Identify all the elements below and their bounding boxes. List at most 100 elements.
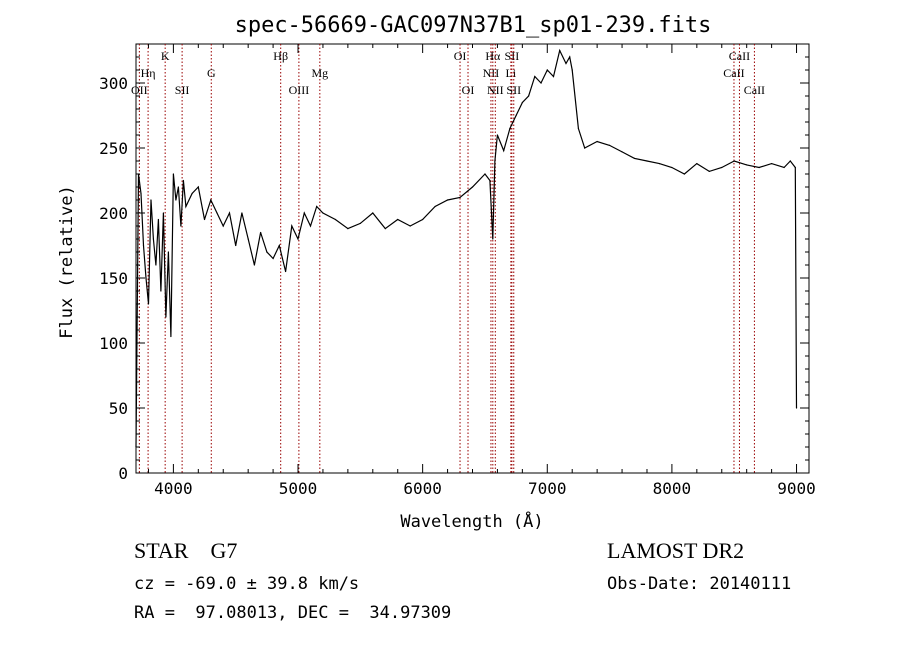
data-point <box>484 173 486 175</box>
data-point <box>492 238 494 240</box>
y-tick-label-200: 200 <box>99 204 128 223</box>
data-point <box>708 170 710 172</box>
line-marker-label-12: NII <box>487 83 504 97</box>
data-point <box>571 69 573 71</box>
line-marker-label-14: SII <box>505 49 520 63</box>
data-point <box>150 199 152 201</box>
line-marker-label-1: Hη <box>141 66 156 80</box>
data-point <box>658 163 661 165</box>
data-point <box>569 56 571 58</box>
x-tick-label-6000: 6000 <box>403 479 442 498</box>
data-point <box>771 163 773 165</box>
data-point <box>459 196 461 198</box>
ra-dec: RA = 97.08013, DEC = 34.97309 <box>134 603 452 623</box>
data-point <box>142 244 145 247</box>
data-point <box>334 218 337 221</box>
data-point <box>303 212 305 214</box>
line-marker-label-18: CaII <box>744 83 765 97</box>
data-point <box>172 173 174 175</box>
chart-title: spec-56669-GAC097N37B1_sp01-239.fits <box>235 13 712 38</box>
data-point <box>284 270 287 273</box>
data-point <box>584 147 586 149</box>
data-point <box>789 160 791 162</box>
obs-date: Obs-Date: 20140111 <box>607 574 792 594</box>
data-point <box>145 277 147 279</box>
data-point <box>140 192 142 195</box>
data-point <box>372 212 374 214</box>
data-point <box>783 166 785 169</box>
axis-ticks: 4000 5000 6000 7000 8000 9000 0 50 100 150 200 250 3… <box>99 44 816 498</box>
plot-border <box>135 43 810 474</box>
data-point <box>521 101 523 104</box>
data-point <box>272 257 274 260</box>
data-point <box>155 264 157 266</box>
line-marker-label-4: G <box>207 66 216 80</box>
data-point <box>165 316 167 318</box>
data-point <box>210 199 212 201</box>
data-point <box>534 75 536 78</box>
y-tick-label-150: 150 <box>99 269 128 288</box>
data-point <box>509 127 511 130</box>
data-point <box>494 160 496 162</box>
data-point <box>162 212 165 214</box>
data-point <box>170 335 172 338</box>
data-point <box>646 160 648 162</box>
emission-line-markers: OIIHηKSIIGHβOIIIMgOIOINIIHαNIILiSIISIICa… <box>131 44 765 473</box>
redshift-cz: cz = -69.0 ± 39.8 km/s <box>134 574 360 594</box>
data-point <box>297 238 299 240</box>
data-point <box>422 218 424 221</box>
series-layer <box>135 48 798 448</box>
data-point <box>721 166 723 169</box>
data-point <box>260 231 262 234</box>
data-point <box>185 205 187 208</box>
data-point <box>409 225 411 227</box>
data-point <box>147 303 150 305</box>
data-point <box>527 95 530 97</box>
x-tick-label-8000: 8000 <box>653 479 692 498</box>
data-point <box>621 151 623 153</box>
data-point <box>203 218 206 221</box>
data-point <box>540 82 542 84</box>
data-point <box>546 69 548 71</box>
line-marker-label-11: Hα <box>485 49 501 63</box>
y-tick-label-300: 300 <box>99 74 128 93</box>
data-point <box>559 49 561 52</box>
data-point <box>160 290 162 292</box>
data-point <box>384 228 386 230</box>
data-point <box>152 238 155 240</box>
data-point <box>671 166 673 169</box>
line-marker-label-0: OII <box>131 83 148 97</box>
data-point <box>733 160 735 162</box>
line-marker-label-17: CaII <box>729 49 750 63</box>
line-marker-label-9: OI <box>462 83 475 97</box>
data-point <box>446 199 449 201</box>
data-point <box>266 251 268 253</box>
data-point <box>177 186 179 188</box>
line-marker-label-10: NII <box>483 66 500 80</box>
data-point <box>397 218 399 221</box>
data-point <box>253 264 255 266</box>
y-tick-label-50: 50 <box>109 399 128 418</box>
y-tick-label-0: 0 <box>118 464 128 483</box>
data-point <box>596 140 598 143</box>
x-tick-label-7000: 7000 <box>528 479 567 498</box>
data-point <box>197 186 199 188</box>
data-point <box>180 225 182 227</box>
data-point <box>247 238 249 240</box>
data-point <box>795 407 798 409</box>
data-point <box>434 205 436 208</box>
data-point <box>552 75 555 78</box>
data-point <box>241 212 243 214</box>
data-point <box>565 62 567 65</box>
data-point <box>291 225 293 227</box>
data-point <box>191 192 193 195</box>
x-tick-label-9000: 9000 <box>777 479 816 498</box>
line-marker-label-7: Mg <box>311 66 328 80</box>
data-point <box>608 144 611 146</box>
data-point <box>633 157 636 159</box>
line-marker-label-16: CaII <box>723 66 744 80</box>
data-point <box>489 179 491 182</box>
data-point <box>216 212 218 214</box>
line-marker-label-5: Hβ <box>273 49 288 63</box>
data-point <box>503 150 505 152</box>
